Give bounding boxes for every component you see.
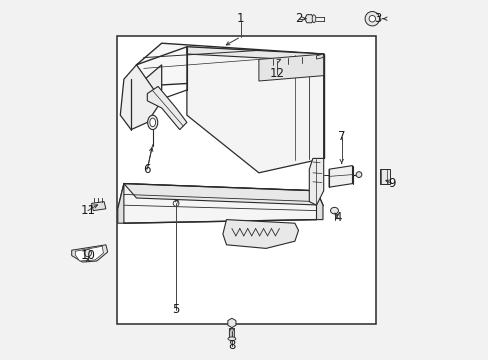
- Text: 3: 3: [373, 12, 381, 24]
- Polygon shape: [72, 245, 107, 262]
- Circle shape: [368, 15, 375, 22]
- Text: 11: 11: [80, 204, 95, 217]
- Polygon shape: [91, 202, 106, 211]
- Ellipse shape: [149, 118, 155, 127]
- Text: 6: 6: [143, 163, 151, 176]
- Text: 9: 9: [387, 177, 395, 190]
- Polygon shape: [309, 158, 323, 205]
- Polygon shape: [379, 169, 389, 184]
- Ellipse shape: [330, 207, 338, 214]
- Circle shape: [173, 201, 179, 206]
- Ellipse shape: [147, 115, 158, 130]
- Polygon shape: [316, 54, 323, 59]
- Circle shape: [365, 12, 379, 26]
- Polygon shape: [223, 220, 298, 248]
- Polygon shape: [118, 184, 322, 223]
- Polygon shape: [258, 54, 323, 81]
- Text: 4: 4: [334, 211, 341, 224]
- Ellipse shape: [311, 15, 315, 23]
- Text: 10: 10: [81, 249, 95, 262]
- Text: 2: 2: [294, 12, 302, 24]
- Circle shape: [355, 172, 361, 177]
- Polygon shape: [316, 191, 322, 220]
- Polygon shape: [186, 47, 323, 61]
- Text: 1: 1: [237, 12, 244, 24]
- Ellipse shape: [227, 337, 235, 341]
- Polygon shape: [123, 184, 322, 205]
- Polygon shape: [136, 43, 323, 86]
- Text: 5: 5: [172, 303, 180, 316]
- Polygon shape: [147, 86, 186, 130]
- Polygon shape: [328, 166, 352, 187]
- Text: 7: 7: [337, 130, 345, 143]
- Bar: [117, 36, 375, 324]
- Polygon shape: [75, 246, 103, 261]
- Polygon shape: [120, 65, 162, 130]
- Polygon shape: [118, 184, 123, 223]
- Polygon shape: [136, 65, 162, 108]
- Circle shape: [84, 249, 91, 257]
- Text: 8: 8: [228, 339, 235, 352]
- Text: 12: 12: [269, 67, 284, 80]
- Polygon shape: [186, 47, 323, 173]
